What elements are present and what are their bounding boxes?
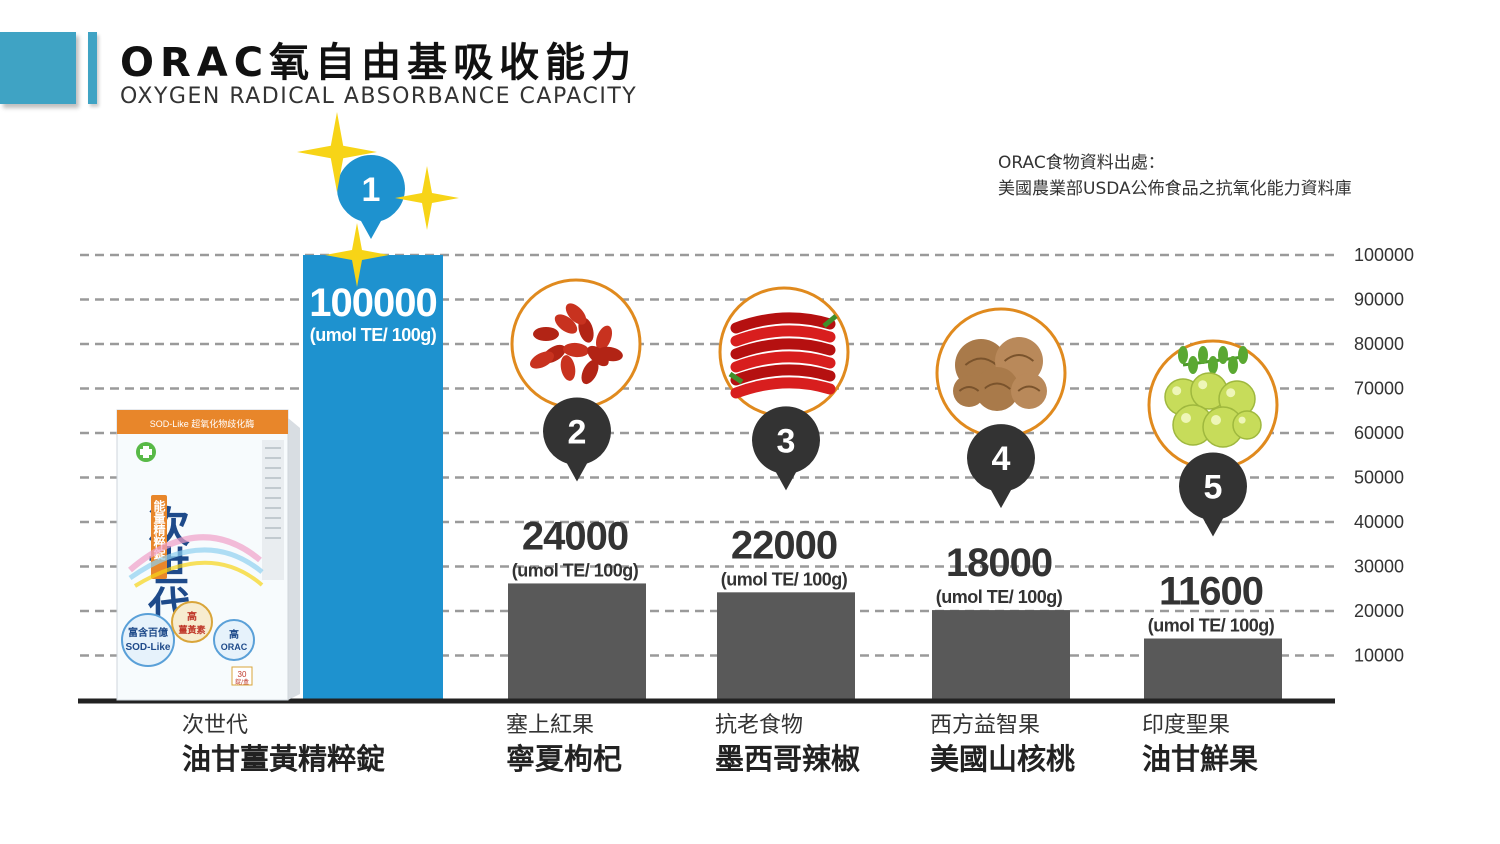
rank-number-4: 4: [992, 440, 1011, 478]
category-main-5: 油甘鮮果: [1142, 742, 1259, 776]
box-count: 30: [238, 670, 247, 679]
value-label-5: 11600: [1159, 569, 1263, 613]
category-sub-3: 抗老食物: [715, 713, 804, 738]
rank-number-2: 2: [568, 413, 587, 451]
source-line-2: 美國農業部USDA公佈食品之抗氧化能力資料庫: [998, 179, 1352, 199]
category-main-1: 油甘薑黃精粹錠: [182, 742, 386, 776]
value-label-1: 100000: [309, 281, 436, 325]
y-tick-label: 60000: [1354, 423, 1404, 443]
source-line-1: ORAC食物資料出處：: [998, 153, 1165, 173]
category-main-2: 寧夏枸杞: [506, 742, 623, 776]
page-title: ORAC氧自由基吸收能力: [120, 40, 638, 86]
sparkle-star-icon: [297, 112, 377, 192]
walnuts-icon: [935, 307, 1067, 439]
badge-3-text: 高: [229, 628, 239, 641]
y-axis-ticks: 100000 90000 80000 70000 60000 50000 40000 3000…: [1354, 245, 1414, 666]
goji-berries-icon: [510, 278, 642, 410]
category-sub-4: 西方益智果: [930, 713, 1041, 738]
category-main-3: 墨西哥辣椒: [715, 742, 861, 776]
rank-markers: 1 2 3 4 5: [297, 112, 1247, 537]
y-tick-label: 100000: [1354, 245, 1414, 265]
badge-1-text: 富含百億: [128, 626, 168, 639]
rank-marker-4: [967, 424, 1035, 509]
y-tick-label: 80000: [1354, 334, 1404, 354]
value-label-2: 24000: [522, 514, 628, 558]
y-tick-label: 40000: [1354, 512, 1404, 532]
chart-bars: [303, 255, 1282, 699]
value-label-4: 18000: [946, 541, 1052, 585]
rank-marker-1: [337, 155, 405, 239]
item-images: [510, 278, 1279, 471]
category-sub-2: 塞上紅果: [506, 713, 595, 738]
bar-5: [1144, 638, 1282, 699]
header-accent-square: [0, 32, 76, 104]
rank-marker-5: [1179, 452, 1247, 537]
y-tick-label: 90000: [1354, 290, 1404, 310]
category-main-4: 美國山核桃: [930, 742, 1076, 776]
chili-peppers-icon: [718, 286, 850, 418]
box-count-unit: 錠/盒: [235, 678, 249, 686]
y-tick-label: 30000: [1354, 557, 1404, 577]
badge-2-text: 高: [187, 610, 197, 623]
category-sub-5: 印度聖果: [1142, 713, 1231, 738]
bar-3: [717, 592, 855, 699]
badge-3-sub: ORAC: [221, 642, 248, 652]
rank-number-5: 5: [1204, 468, 1223, 506]
rank-number-3: 3: [777, 422, 796, 460]
unit-label-4: (umol TE/ 100g): [936, 587, 1063, 607]
value-labels: 100000(umol TE/ 100g)24000(umol TE/ 100g…: [309, 281, 1275, 635]
y-tick-label: 10000: [1354, 646, 1404, 666]
rank-marker-3: [752, 406, 820, 491]
rank-number-1: 1: [362, 171, 381, 209]
category-sub-1: 次世代: [182, 713, 249, 738]
y-tick-label: 70000: [1354, 379, 1404, 399]
sparkle-star-icon: [325, 223, 389, 287]
unit-label-3: (umol TE/ 100g): [721, 569, 848, 589]
bar-1: [303, 255, 443, 699]
y-tick-label: 20000: [1354, 601, 1404, 621]
product-box-image: SOD-Like 超氧化物歧化酶 次世代 能量精粹錠 富含百億 SOD-Like…: [116, 409, 300, 701]
page-subtitle: OXYGEN RADICAL ABSORBANCE CAPACITY: [120, 84, 638, 109]
value-label-3: 22000: [731, 523, 837, 567]
rank-marker-2: [543, 397, 611, 482]
unit-label-1: (umol TE/ 100g): [310, 325, 437, 345]
badge-1-sub: SOD-Like: [125, 642, 170, 653]
data-source-note: ORAC食物資料出處： 美國農業部USDA公佈食品之抗氧化能力資料庫: [998, 150, 1352, 202]
bar-2: [508, 583, 646, 699]
y-tick-label: 50000: [1354, 468, 1404, 488]
bar-4: [932, 610, 1070, 699]
box-band-text: SOD-Like 超氧化物歧化酶: [150, 418, 255, 429]
sparkle-star-icon: [395, 166, 459, 230]
header-accent-bar: [88, 32, 97, 104]
unit-label-5: (umol TE/ 100g): [1148, 615, 1275, 635]
amla-fruit-icon: [1147, 339, 1279, 471]
badge-2-sub: 薑黃素: [178, 624, 205, 636]
unit-label-2: (umol TE/ 100g): [512, 560, 639, 580]
